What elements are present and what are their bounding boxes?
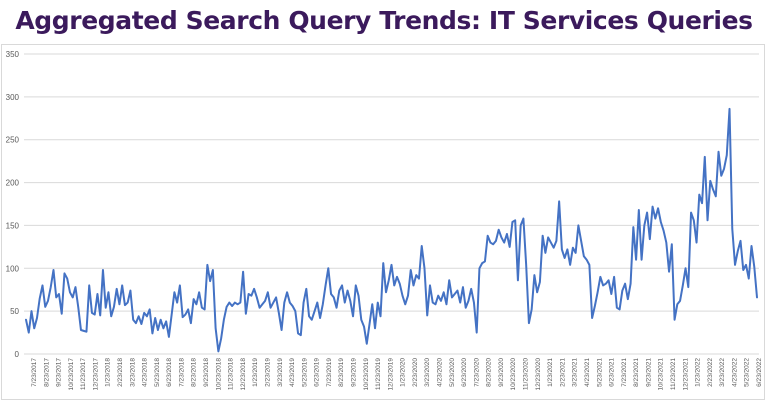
x-tick-label: 5/23/2018 <box>154 358 161 387</box>
line-chart: 0 50 100 150 200 250 300 350 7/23/2017 8/23/2017 9… <box>6 50 763 391</box>
x-tick-label: 9/23/2018 <box>203 358 210 387</box>
x-tick-label: 2/23/2018 <box>117 358 124 387</box>
x-tick-label: 11/23/2019 <box>375 358 382 390</box>
x-tick-label: 8/23/2018 <box>191 358 198 387</box>
x-tick-label: 1/23/2021 <box>547 358 554 387</box>
x-tick-label: 11/23/2020 <box>523 358 530 390</box>
x-tick-label: 8/23/2021 <box>633 358 640 387</box>
x-tick-label: 8/23/2020 <box>486 358 493 387</box>
y-tick-label: 100 <box>6 264 20 273</box>
x-tick-label: 7/23/2019 <box>326 358 333 387</box>
x-tick-label: 7/23/2017 <box>31 358 38 387</box>
x-tick-label: 2/23/2022 <box>707 358 714 387</box>
x-tick-label: 3/23/2019 <box>277 358 284 387</box>
x-tick-label: 9/23/2019 <box>350 358 357 387</box>
x-tick-label: 1/23/2022 <box>695 358 702 387</box>
x-tick-label: 4/23/2019 <box>289 358 296 387</box>
x-tick-label: 2/23/2019 <box>264 358 271 387</box>
series-line <box>25 107 758 353</box>
x-tick-label: 1/23/2019 <box>252 358 259 387</box>
x-tick-label: 6/23/2019 <box>314 358 321 387</box>
x-tick-label: 4/23/2022 <box>731 358 738 387</box>
chart-area: 0 50 100 150 200 250 300 350 7/23/2017 8/23/2017 9… <box>1 44 765 400</box>
x-tick-label: 12/23/2019 <box>387 358 394 391</box>
x-tick-label: 2/23/2021 <box>559 358 566 387</box>
x-tick-label: 3/23/2018 <box>129 358 136 387</box>
x-tick-label: 3/23/2022 <box>719 358 726 387</box>
x-tick-label: 11/23/2018 <box>228 358 235 390</box>
x-tick-label: 10/23/2017 <box>68 358 75 391</box>
x-tick-label: 4/23/2018 <box>142 358 149 387</box>
x-tick-label: 5/23/2020 <box>449 358 456 387</box>
x-tick-label: 4/23/2021 <box>584 358 591 387</box>
chart-title: Aggregated Search Query Trends: IT Servi… <box>15 6 753 35</box>
y-tick-label: 350 <box>6 50 20 59</box>
x-tick-label: 7/23/2018 <box>178 358 185 387</box>
x-tick-label: 10/23/2021 <box>658 358 665 391</box>
y-tick-label: 150 <box>6 221 20 230</box>
x-tick-label: 6/23/2022 <box>756 358 763 387</box>
x-tick-label: 9/23/2017 <box>56 358 63 387</box>
x-tick-label: 9/23/2020 <box>498 358 505 387</box>
x-tick-label: 5/23/2021 <box>596 358 603 387</box>
x-tick-label: 10/23/2018 <box>215 358 222 391</box>
x-tick-label: 6/23/2020 <box>461 358 468 387</box>
x-tick-label: 5/23/2022 <box>744 358 751 387</box>
y-tick-label: 0 <box>15 350 20 359</box>
y-tick-label: 300 <box>6 93 20 102</box>
x-tick-label: 6/23/2021 <box>609 358 616 387</box>
x-tick-label: 1/23/2020 <box>400 358 407 387</box>
x-tick-label: 9/23/2021 <box>645 358 652 387</box>
y-tick-label: 200 <box>6 179 20 188</box>
y-tick-label: 250 <box>6 136 20 145</box>
x-tick-label: 10/23/2019 <box>363 358 370 391</box>
x-tick-label: 5/23/2019 <box>301 358 308 387</box>
x-tick-label: 8/23/2017 <box>43 358 50 387</box>
x-tick-label: 7/23/2020 <box>473 358 480 387</box>
x-tick-label: 11/23/2017 <box>80 358 87 390</box>
x-tick-label: 3/23/2021 <box>572 358 579 387</box>
x-tick-label: 12/23/2018 <box>240 358 247 391</box>
y-tick-label: 50 <box>10 307 19 316</box>
x-tick-label: 3/23/2020 <box>424 358 431 387</box>
x-tick-label: 1/23/2018 <box>105 358 112 387</box>
x-tick-label: 11/23/2021 <box>670 358 677 390</box>
x-tick-label: 8/23/2019 <box>338 358 345 387</box>
x-tick-label: 6/23/2018 <box>166 358 173 387</box>
x-tick-label: 12/23/2020 <box>535 358 542 391</box>
x-tick-label: 7/23/2021 <box>621 358 628 387</box>
x-tick-label: 12/23/2021 <box>682 358 689 391</box>
x-tick-label: 12/23/2017 <box>92 358 99 391</box>
x-tick-label: 2/23/2020 <box>412 358 419 387</box>
x-tick-label: 10/23/2020 <box>510 358 517 391</box>
x-tick-label: 4/23/2020 <box>437 358 444 387</box>
